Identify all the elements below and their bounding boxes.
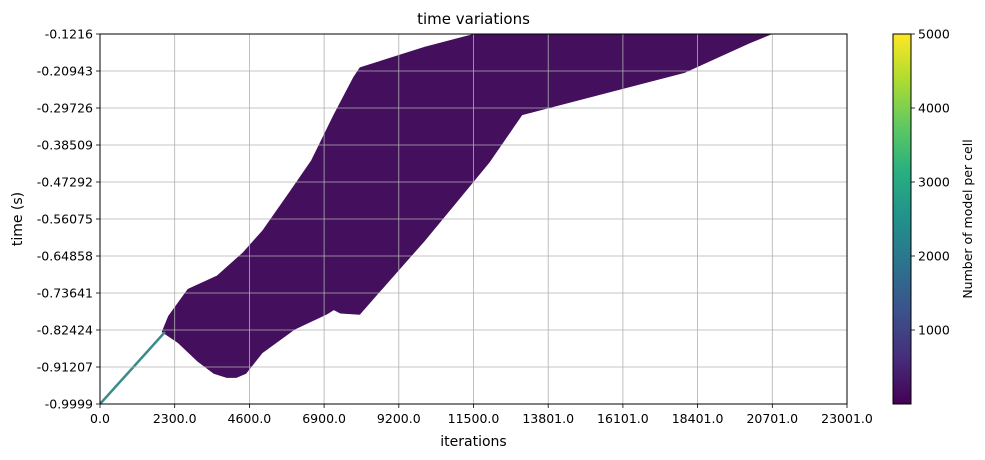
y-tick-label: -0.20943 [37,64,93,79]
x-tick-label: 23001.0 [821,411,873,426]
y-tick-label: -0.64858 [37,249,93,264]
heatmap-line-layer [100,331,166,404]
y-tick-label: -0.73641 [37,286,93,301]
y-tick-label: -0.29726 [37,101,93,116]
colorbar-tick-label: 5000 [918,27,950,42]
heatmap-region-layer [161,34,773,378]
x-tick-label: 18401.0 [672,411,724,426]
x-tick-label: 20701.0 [746,411,798,426]
x-tick-label: 4600.0 [228,411,272,426]
y-tick-label: -0.47292 [37,175,93,190]
x-tick-label: 13801.0 [522,411,574,426]
x-axis: 0.0 2300.0 4600.0 6900.0 9200.0 11500.0 13801.… [90,404,873,426]
heatmap-region [161,34,773,378]
x-tick-label: 6900.0 [302,411,346,426]
colorbar-tick-label: 4000 [918,101,950,116]
x-tick-label: 2300.0 [153,411,197,426]
colorbar-tick-label: 1000 [918,323,950,338]
y-tick-label: -0.91207 [37,360,93,375]
heatmap-diagonal-trace [100,331,166,404]
y-axis-title: time (s) [10,192,26,246]
x-tick-label: 16101.0 [597,411,649,426]
colorbar-label: Number of model per cell [960,139,975,298]
y-tick-label: -0.38509 [37,138,93,153]
colorbar-ticks: 1000 2000 3000 4000 5000 [911,27,950,338]
x-tick-label: 0.0 [90,411,110,426]
y-axis: -0.1216 -0.20943 -0.29726 -0.38509 -0.47292 -… [37,27,100,412]
colorbar [892,33,912,405]
colorbar-tick-label: 2000 [918,249,950,264]
colorbar-tick-label: 3000 [918,175,950,190]
x-tick-label: 11500.0 [448,411,500,426]
y-tick-label: -0.82424 [37,323,93,338]
chart-title: time variations [417,10,530,28]
x-tick-label: 9200.0 [377,411,421,426]
y-tick-label: -0.1216 [45,27,93,42]
x-axis-title: iterations [440,434,506,450]
y-tick-label: -0.9999 [45,397,93,412]
y-tick-label: -0.56075 [37,212,93,227]
